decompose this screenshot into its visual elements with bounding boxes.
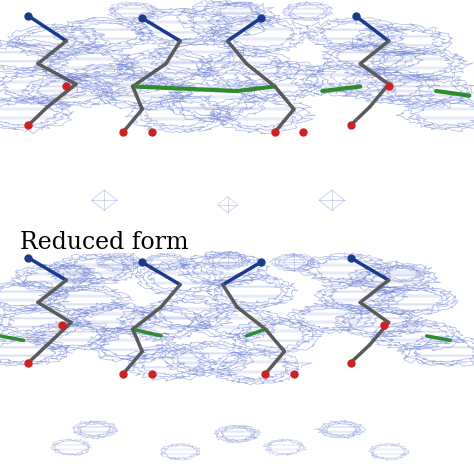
Text: Reduced form: Reduced form — [20, 231, 188, 254]
